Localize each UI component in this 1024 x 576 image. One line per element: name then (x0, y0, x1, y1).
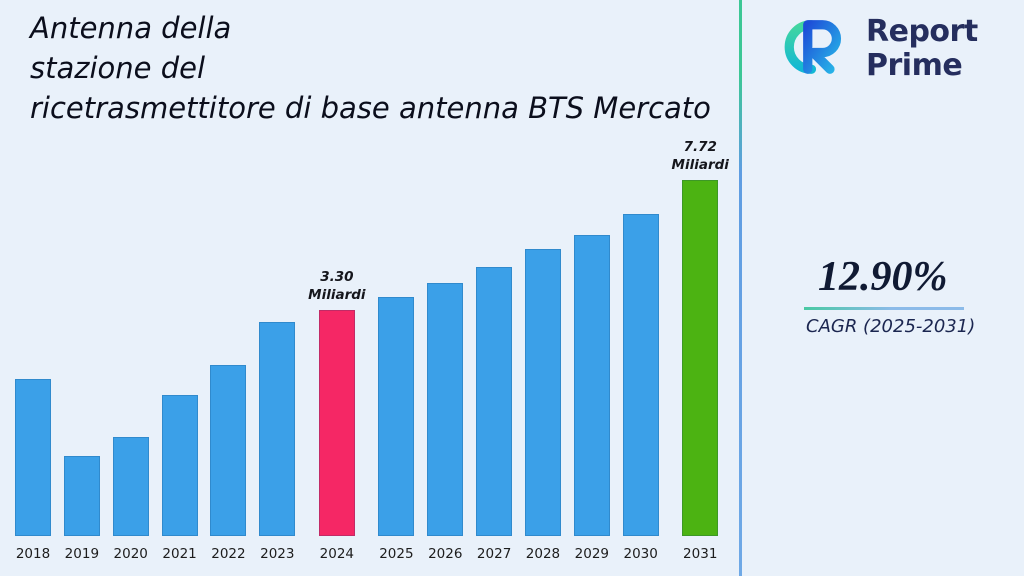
x-axis-label: 2023 (260, 546, 295, 562)
bar-column-2025: 2025 (378, 297, 415, 562)
x-axis-label: 2024 (319, 546, 355, 562)
x-axis-label: 2030 (623, 546, 658, 562)
brand-name: Report Prime (866, 15, 978, 82)
bar-column-2023: 2023 (259, 322, 296, 562)
bar-chart: 2018 2019 2020 2021 2022 2023 3.30 Miliardi 2024… (15, 139, 729, 562)
cagr-underline (804, 307, 964, 310)
x-axis-label: 2027 (476, 546, 512, 562)
bar-2021 (161, 395, 198, 536)
bar-2025 (378, 297, 415, 536)
bar-2020 (112, 437, 149, 536)
bar-column-2018: 2018 (15, 379, 51, 562)
bar-column-2021: 2021 (161, 395, 198, 562)
bar-value-annotation: 3.30 Miliardi (308, 269, 366, 303)
bar-column-2028: 2028 (524, 249, 561, 562)
x-axis-label: 2029 (574, 546, 609, 562)
cagr-value: 12.90% (818, 254, 948, 300)
vertical-divider (739, 0, 742, 576)
bar-column-2020: 2020 (112, 437, 149, 562)
bar-column-2026: 2026 (427, 283, 464, 562)
x-axis-label: 2018 (15, 546, 51, 562)
bar-2029 (573, 235, 610, 536)
bar-2019 (63, 456, 100, 536)
bar-2030 (622, 214, 659, 536)
bar-2027 (476, 267, 513, 536)
bar-value-annotation: 7.72 Miliardi (671, 139, 729, 173)
bar-column-2030: 2030 (622, 214, 659, 562)
bar-2022 (210, 365, 247, 536)
bar-2018 (15, 379, 51, 536)
x-axis-label: 2022 (211, 546, 246, 562)
report-prime-logo-icon (780, 10, 854, 88)
page-title-line: stazione del (30, 51, 206, 86)
bar-2026 (427, 283, 464, 536)
x-axis-label: 2019 (64, 546, 100, 562)
bar-column-2019: 2019 (63, 456, 100, 562)
brand-name-line2: Prime (866, 48, 963, 83)
x-axis-label: 2021 (162, 546, 197, 562)
bar-2031 (682, 180, 719, 536)
bar-column-2027: 2027 (476, 267, 513, 562)
page-title: Antenna della stazione del ricetrasmetti… (30, 8, 711, 128)
brand-name-line1: Report (866, 14, 978, 50)
report-prime-logo: Report Prime (780, 10, 978, 88)
page-title-line: Antenna della (30, 11, 232, 45)
x-axis-label: 2025 (379, 546, 414, 562)
x-axis-label: 2026 (428, 546, 463, 562)
bar-2028 (524, 249, 561, 536)
bar-column-2022: 2022 (210, 365, 247, 562)
bar-2024 (318, 310, 355, 536)
bar-column-2024: 3.30 Miliardi 2024 (308, 269, 366, 562)
cagr-label: CAGR (2025-2031) (806, 316, 976, 337)
x-axis-label: 2020 (113, 546, 148, 562)
page-title-line: ricetrasmettitore di base antenna BTS Me… (30, 91, 711, 126)
bar-2023 (259, 322, 296, 536)
x-axis-label: 2028 (525, 546, 561, 562)
bar-column-2031: 7.72 Miliardi 2031 (671, 139, 729, 562)
x-axis-label: 2031 (683, 546, 718, 562)
bar-column-2029: 2029 (573, 235, 610, 562)
